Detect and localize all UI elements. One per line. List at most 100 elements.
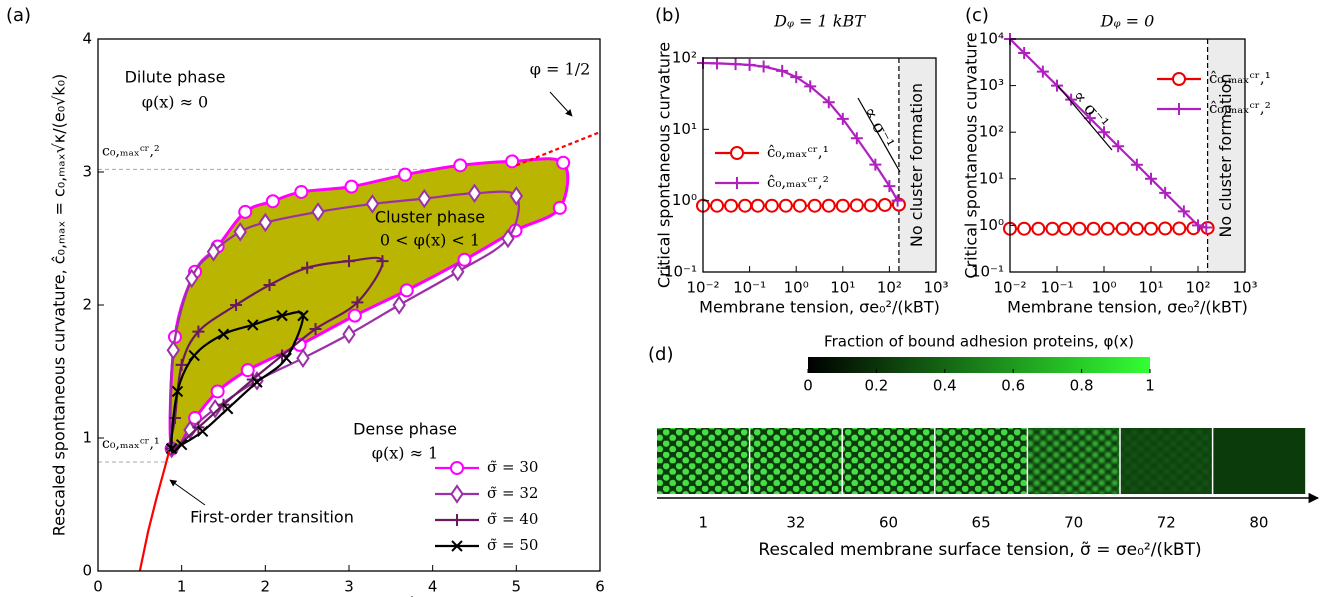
marker (454, 159, 466, 171)
annotation: Cluster phase (375, 208, 485, 227)
marker (1032, 223, 1044, 235)
marker (809, 200, 821, 212)
page: {"chart_data":[ {"type":"line","panel_la… (0, 0, 1341, 597)
y-tick-label: 10⁰ (672, 191, 697, 209)
marker (452, 486, 463, 502)
marker (711, 200, 723, 212)
legend-label: ĉ₀,ₘₐₓᶜʳ,² (767, 173, 829, 191)
marker (731, 177, 743, 189)
marker (295, 186, 307, 198)
marker (1159, 222, 1171, 234)
legend-label: ĉ₀,ₘₐₓᶜʳ,¹ (767, 143, 829, 161)
marker (1173, 103, 1185, 115)
marker (837, 200, 849, 212)
series-line (140, 451, 169, 571)
marker (725, 200, 737, 212)
y-tick-label: 10² (672, 49, 697, 67)
marker (711, 57, 723, 69)
x-tick-label: 10² (1185, 279, 1210, 297)
cutoff-label: No cluster formation (907, 83, 926, 247)
x-tick-label: 10⁰ (784, 279, 809, 297)
marker (349, 310, 361, 322)
y-axis-label: Critical spontaneous curvature (962, 32, 981, 278)
marker (1173, 73, 1185, 85)
marker (1018, 223, 1030, 235)
series-line (1010, 39, 1206, 228)
x-tick-label: 10³ (1232, 279, 1257, 297)
x-axis-label: Membrane tension, σe₀²/(kBT) (1007, 298, 1248, 317)
x-tick-label: 10⁻¹ (1040, 279, 1073, 297)
x-tick-label: 72 (1157, 514, 1176, 532)
x-axis-label: Rescaled membrane surface tension, σ̃ = … (758, 540, 1201, 560)
marker (851, 199, 863, 211)
y-axis-label: Critical spontaneous curvature (655, 42, 674, 288)
marker (766, 200, 778, 212)
marker (267, 195, 279, 207)
marker (865, 199, 877, 211)
marker (239, 206, 251, 218)
x-tick-label: 80 (1249, 514, 1268, 532)
y-tick-label: 10¹ (979, 169, 1004, 187)
y-tick-label: 0 (82, 562, 92, 580)
colorbar-title: Fraction of bound adhesion proteins, φ(x… (824, 333, 1134, 351)
x-tick-label: 60 (879, 514, 898, 532)
x-tick-label: 10⁻² (993, 279, 1026, 297)
x-tick-label: 10¹ (830, 279, 855, 297)
x-tick-label: 10⁻¹ (733, 279, 766, 297)
figure: c₀,ₘₐₓᶜʳ,²c₀,ₘₐₓᶜʳ,¹012345601234Rescaled… (0, 0, 1341, 597)
x-tick-label: 4 (428, 578, 438, 596)
y-tick-label: 4 (82, 30, 92, 48)
colorbar-tick-label: 1 (1145, 377, 1155, 395)
colorbar (808, 357, 1150, 373)
legend-label: ĉ₀,ₘₐₓᶜʳ,² (1209, 99, 1271, 117)
marker (780, 200, 792, 212)
x-tick-label: 10² (877, 279, 902, 297)
marker (794, 200, 806, 212)
y-tick-label: 10¹ (672, 120, 697, 138)
colorbar-tick-label: 0 (803, 377, 813, 395)
marker (731, 147, 743, 159)
x-tick-label: 5 (512, 578, 522, 596)
reference-label: c₀,ₘₐₓᶜʳ,² (102, 143, 160, 159)
marker (1102, 223, 1114, 235)
marker (879, 199, 891, 211)
marker (739, 200, 751, 212)
panel-label: (b) (655, 5, 680, 26)
y-tick-label: 10⁰ (979, 216, 1004, 234)
marker (458, 254, 470, 266)
panel-label: (d) (648, 344, 673, 365)
x-tick-label: 10⁻² (686, 279, 719, 297)
marker (730, 58, 742, 70)
y-tick-label: 2 (82, 296, 92, 314)
marker (212, 385, 224, 397)
annotation: First-order transition (190, 508, 354, 527)
marker (451, 462, 463, 474)
marker (790, 71, 802, 83)
annotation: φ(x) ≈ 0 (142, 93, 208, 112)
tile-pattern (750, 428, 843, 494)
plot-area (1004, 33, 1214, 235)
marker (1173, 222, 1185, 234)
y-tick-label: 10⁴ (979, 30, 1004, 48)
marker (1131, 223, 1143, 235)
colorbar-tick-label: 0.4 (933, 377, 957, 395)
x-tick-label: 10⁰ (1091, 279, 1116, 297)
y-tick-label: 10² (979, 123, 1004, 141)
marker (394, 297, 405, 313)
annotation: φ = 1/2 (530, 60, 591, 79)
annotation-arrow (170, 480, 205, 505)
legend-label: ĉ₀,ₘₐₓᶜʳ,¹ (1209, 69, 1271, 87)
annotation: 0 < φ(x) < 1 (380, 231, 480, 250)
marker (557, 157, 569, 169)
plot-area (140, 132, 600, 571)
tile-pattern (935, 428, 1028, 494)
panel-label: (c) (965, 5, 989, 26)
x-tick-label: 32 (786, 514, 805, 532)
tile-pattern (1120, 428, 1213, 494)
x-tick-label: 10³ (923, 279, 948, 297)
x-tick-label: 10¹ (1138, 279, 1163, 297)
x-tick-label: 1 (177, 578, 187, 596)
marker (1046, 223, 1058, 235)
marker (1145, 223, 1157, 235)
marker (1088, 223, 1100, 235)
